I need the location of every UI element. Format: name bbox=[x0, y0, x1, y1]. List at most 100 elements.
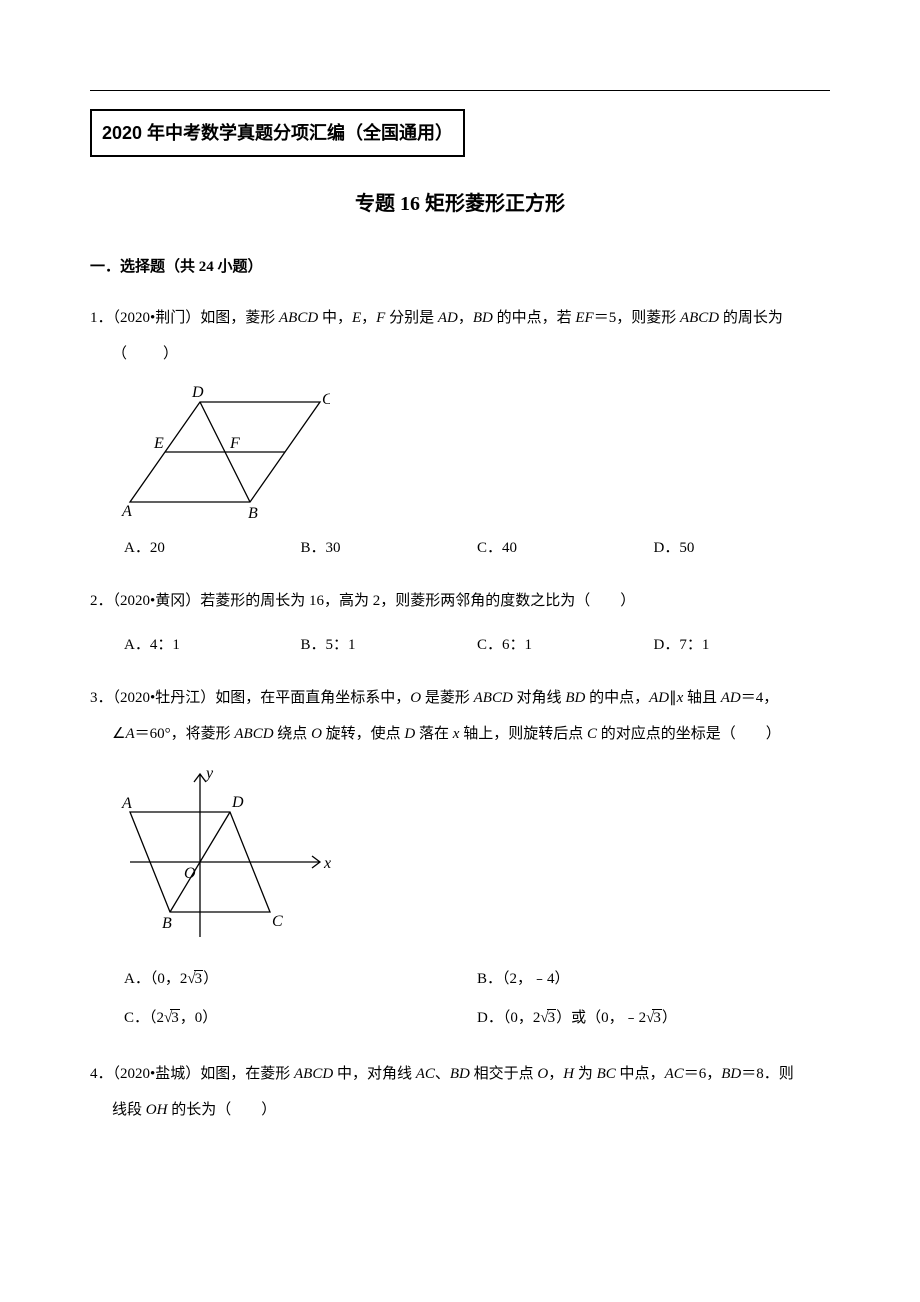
q1-opt-B-key: B bbox=[301, 540, 311, 556]
q3-opt-B: B．（2，﹣4） bbox=[477, 960, 830, 999]
q3-opt-C-prefix: ．（ bbox=[134, 1010, 157, 1026]
q3-C: C bbox=[587, 726, 597, 742]
q3-l2b: ＝60°，将菱形 bbox=[135, 726, 235, 742]
q3-opt-D-rad: 3 bbox=[547, 1009, 557, 1026]
q1-ABCD-1: ABCD bbox=[279, 310, 318, 326]
q3-opt-D-coef2: 2 bbox=[639, 1010, 647, 1026]
q1-second-line: （ ） bbox=[90, 336, 830, 372]
q2-opt-D: D．7：1 bbox=[654, 629, 831, 662]
q3-opt-C-suffix: ，0） bbox=[180, 1010, 218, 1026]
q3-opt-C: C．（2√3，0） bbox=[124, 999, 477, 1038]
q4-t3: 、 bbox=[435, 1066, 450, 1082]
q3-opt-A-suffix: ） bbox=[203, 971, 218, 987]
q1-t7: ＝5，则菱形 bbox=[594, 310, 680, 326]
question-2: 2．（2020•黄冈）若菱形的周长为 16，高为 2，则菱形两邻角的度数之比为（… bbox=[90, 583, 830, 662]
q1-opt-D: D．50 bbox=[654, 532, 831, 565]
q2-stem: 2．（2020•黄冈）若菱形的周长为 16，高为 2，则菱形两邻角的度数之比为（… bbox=[90, 583, 830, 619]
q1-opt-A-key: A bbox=[124, 540, 135, 556]
q4-AC: AC bbox=[416, 1066, 435, 1082]
q4-BC: BC bbox=[597, 1066, 616, 1082]
q2-opt-C: C．6：1 bbox=[477, 629, 654, 662]
q3-l2d: 旋转，使点 bbox=[322, 726, 405, 742]
question-4: 4．（2020•盐城）如图，在菱形 ABCD 中，对角线 AC、BD 相交于点 … bbox=[90, 1056, 830, 1128]
q1-opt-D-text: ．50 bbox=[664, 540, 694, 556]
q1-fig-F: F bbox=[229, 435, 240, 452]
q4-t7: 中点， bbox=[616, 1066, 665, 1082]
q1-t6: 的中点，若 bbox=[493, 310, 576, 326]
q4-ABCD: ABCD bbox=[294, 1066, 333, 1082]
sqrt-icon: √3 bbox=[540, 999, 556, 1038]
q1-t1: 1．（2020•荆门）如图，菱形 bbox=[90, 310, 279, 326]
q1-options: A．20 B．30 C．40 D．50 bbox=[90, 532, 830, 565]
q3-ABCD-1: ABCD bbox=[474, 690, 513, 706]
sqrt-icon: √3 bbox=[646, 999, 662, 1038]
q4-l2a: 线段 bbox=[112, 1102, 146, 1118]
q2-opt-A-key: A bbox=[124, 637, 135, 653]
q1-t3: ， bbox=[361, 310, 376, 326]
q4-t2: 中，对角线 bbox=[333, 1066, 416, 1082]
q4-t5: ， bbox=[548, 1066, 563, 1082]
q3-opt-A-prefix: ．（0， bbox=[135, 971, 180, 987]
section-heading: 一．选择题（共 24 小题） bbox=[90, 253, 830, 282]
q3-D: D bbox=[404, 726, 415, 742]
q2-opt-D-key: D bbox=[654, 637, 665, 653]
q3-opt-B-key: B bbox=[477, 971, 487, 987]
q3-opt-C-coef: 2 bbox=[157, 1010, 165, 1026]
q1-opt-C: C．40 bbox=[477, 532, 654, 565]
q2-opt-B: B．5：1 bbox=[301, 629, 478, 662]
q3-O: O bbox=[410, 690, 421, 706]
q3-fig-y: y bbox=[204, 765, 214, 782]
q3-t1: 3．（2020•牡丹江）如图，在平面直角坐标系中， bbox=[90, 690, 410, 706]
q1-E: E bbox=[352, 310, 361, 326]
top-rule bbox=[90, 90, 830, 91]
q3-opt-A: A．（0，2√3） bbox=[124, 960, 477, 999]
subject-title: 专题 16 矩形菱形正方形 bbox=[90, 185, 830, 223]
question-3: 3．（2020•牡丹江）如图，在平面直角坐标系中，O 是菱形 ABCD 对角线 … bbox=[90, 680, 830, 1038]
q3-l2a: ∠ bbox=[112, 726, 125, 742]
q3-opt-D-prefix: ．（0， bbox=[488, 1010, 533, 1026]
q1-opt-A-text: ．20 bbox=[135, 540, 165, 556]
q4-AC-2: AC bbox=[665, 1066, 684, 1082]
q4-t8: ＝6， bbox=[684, 1066, 722, 1082]
q4-BD-2: BD bbox=[721, 1066, 741, 1082]
q1-F: F bbox=[376, 310, 385, 326]
q4-stem-line1: 4．（2020•盐城）如图，在菱形 ABCD 中，对角线 AC、BD 相交于点 … bbox=[90, 1056, 830, 1092]
question-1: 1．（2020•荆门）如图，菱形 ABCD 中，E，F 分别是 AD，BD 的中… bbox=[90, 300, 830, 565]
q3-opt-D-suffix2: ） bbox=[662, 1010, 677, 1026]
q1-stem: 1．（2020•荆门）如图，菱形 ABCD 中，E，F 分别是 AD，BD 的中… bbox=[90, 300, 830, 336]
q2-opt-B-text: ．5：1 bbox=[311, 637, 356, 653]
q3-fig-C: C bbox=[272, 913, 283, 930]
title-box: 2020 年中考数学真题分项汇编（全国通用） bbox=[90, 109, 465, 157]
q3-O-2: O bbox=[311, 726, 322, 742]
q1-t2: 中， bbox=[318, 310, 352, 326]
sqrt-icon: √3 bbox=[187, 960, 203, 999]
q3-opt-A-key: A bbox=[124, 971, 135, 987]
q3-t6: ＝4， bbox=[741, 690, 779, 706]
q1-fig-B: B bbox=[248, 505, 258, 522]
q1-t8: 的周长为 bbox=[719, 310, 783, 326]
q3-options: A．（0，2√3） B．（2，﹣4） C．（2√3，0） D．（0，2√3）或（… bbox=[90, 960, 830, 1038]
q3-stem-line2: ∠A＝60°，将菱形 ABCD 绕点 O 旋转，使点 D 落在 x 轴上，则旋转… bbox=[90, 716, 830, 752]
q1-ABCD-2: ABCD bbox=[680, 310, 719, 326]
q1-EF: EF bbox=[575, 310, 593, 326]
q3-t3: 对角线 bbox=[513, 690, 566, 706]
q3-opt-A-coef: 2 bbox=[180, 971, 188, 987]
q4-t6: 为 bbox=[574, 1066, 597, 1082]
q3-opt-D-rad2: 3 bbox=[652, 1009, 662, 1026]
q4-OH: OH bbox=[146, 1102, 168, 1118]
sqrt-icon: √3 bbox=[164, 999, 180, 1038]
q3-AD-2: AD bbox=[721, 690, 741, 706]
q2-options: A．4：1 B．5：1 C．6：1 D．7：1 bbox=[90, 629, 830, 662]
q3-opt-B-text: ．（2，﹣4） bbox=[487, 971, 570, 987]
q2-opt-D-text: ．7：1 bbox=[664, 637, 709, 653]
q2-opt-A: A．4：1 bbox=[124, 629, 301, 662]
q3-opt-A-rad: 3 bbox=[194, 970, 204, 987]
q4-stem-line2: 线段 OH 的长为（ ） bbox=[90, 1092, 830, 1128]
q2-opt-A-text: ．4：1 bbox=[135, 637, 180, 653]
q1-fig-A: A bbox=[121, 503, 132, 520]
q2-opt-B-key: B bbox=[301, 637, 311, 653]
q3-l2f: 轴上，则旋转后点 bbox=[459, 726, 587, 742]
q3-opt-C-rad: 3 bbox=[170, 1009, 180, 1026]
q3-l2g: 的对应点的坐标是（ ） bbox=[597, 726, 781, 742]
q1-t4: 分别是 bbox=[385, 310, 438, 326]
